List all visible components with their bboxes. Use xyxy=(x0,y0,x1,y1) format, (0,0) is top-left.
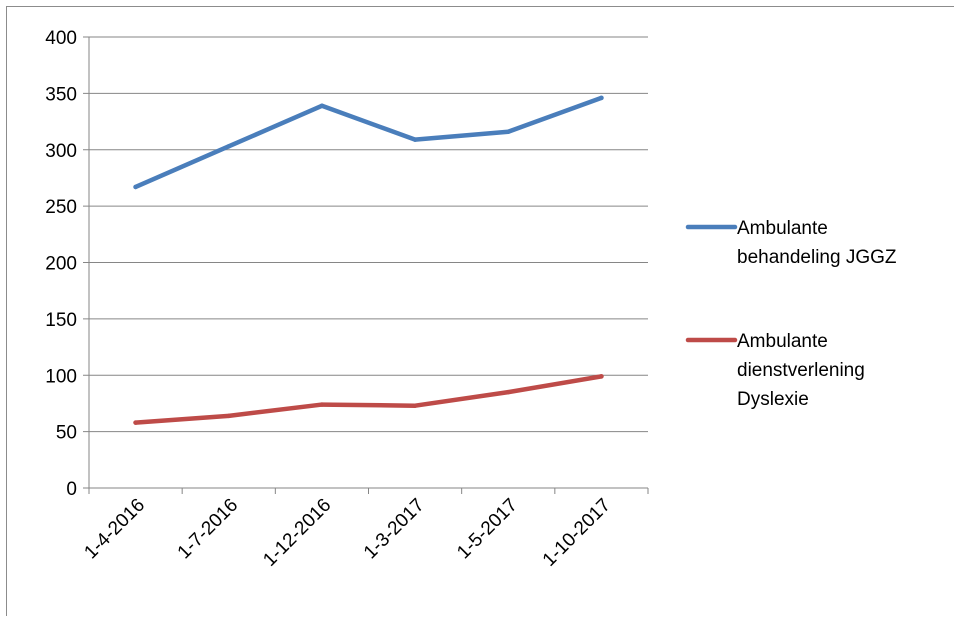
x-axis-ticks: 1-4-2016 1-7-2016 1-12-2016 1-3-2017 1-5-201… xyxy=(80,488,649,571)
data-point xyxy=(226,413,231,419)
series-lines xyxy=(133,95,604,425)
data-point xyxy=(412,137,418,142)
y-tick-label: 350 xyxy=(45,84,77,105)
legend-label: behandeling JGGZ xyxy=(737,247,897,268)
x-tick-label: 1-12-2016 xyxy=(259,495,335,571)
y-axis-ticks: 0 50 100 150 200 250 300 350 400 xyxy=(45,28,89,500)
x-tick-label: 1-4-2016 xyxy=(80,495,149,564)
y-tick-label: 0 xyxy=(66,479,77,500)
data-point xyxy=(133,184,138,190)
y-tick-label: 250 xyxy=(45,197,77,218)
y-tick-label: 400 xyxy=(45,28,77,49)
data-point xyxy=(319,103,325,109)
data-point xyxy=(599,95,604,101)
y-tick-label: 100 xyxy=(45,366,77,387)
chart-frame xyxy=(6,6,954,616)
y-tick-label: 50 xyxy=(56,423,77,444)
y-tick-label: 200 xyxy=(45,254,77,275)
data-point xyxy=(599,374,604,379)
series-line-1 xyxy=(133,95,604,190)
legend: Ambulante behandeling JGGZ Ambulante dienst… xyxy=(685,218,897,410)
y-tick-label: 300 xyxy=(45,141,77,162)
data-point xyxy=(133,420,138,425)
legend-label: Ambulante xyxy=(737,331,828,352)
legend-label: Dyslexie xyxy=(737,389,809,410)
x-tick-label: 1-5-2017 xyxy=(453,495,522,564)
data-point xyxy=(412,403,418,408)
legend-label: dienstverlening xyxy=(737,360,865,381)
series-line-2 xyxy=(133,374,604,425)
data-point xyxy=(506,129,511,134)
x-tick-label: 1-10-2017 xyxy=(539,495,615,571)
data-point xyxy=(319,402,325,407)
data-point xyxy=(506,389,511,395)
x-tick-label: 1-3-2017 xyxy=(360,495,429,564)
gridlines xyxy=(89,36,648,433)
data-point xyxy=(226,144,231,149)
y-tick-label: 150 xyxy=(45,310,77,331)
x-tick-label: 1-7-2016 xyxy=(174,495,243,564)
legend-label: Ambulante xyxy=(737,218,828,239)
